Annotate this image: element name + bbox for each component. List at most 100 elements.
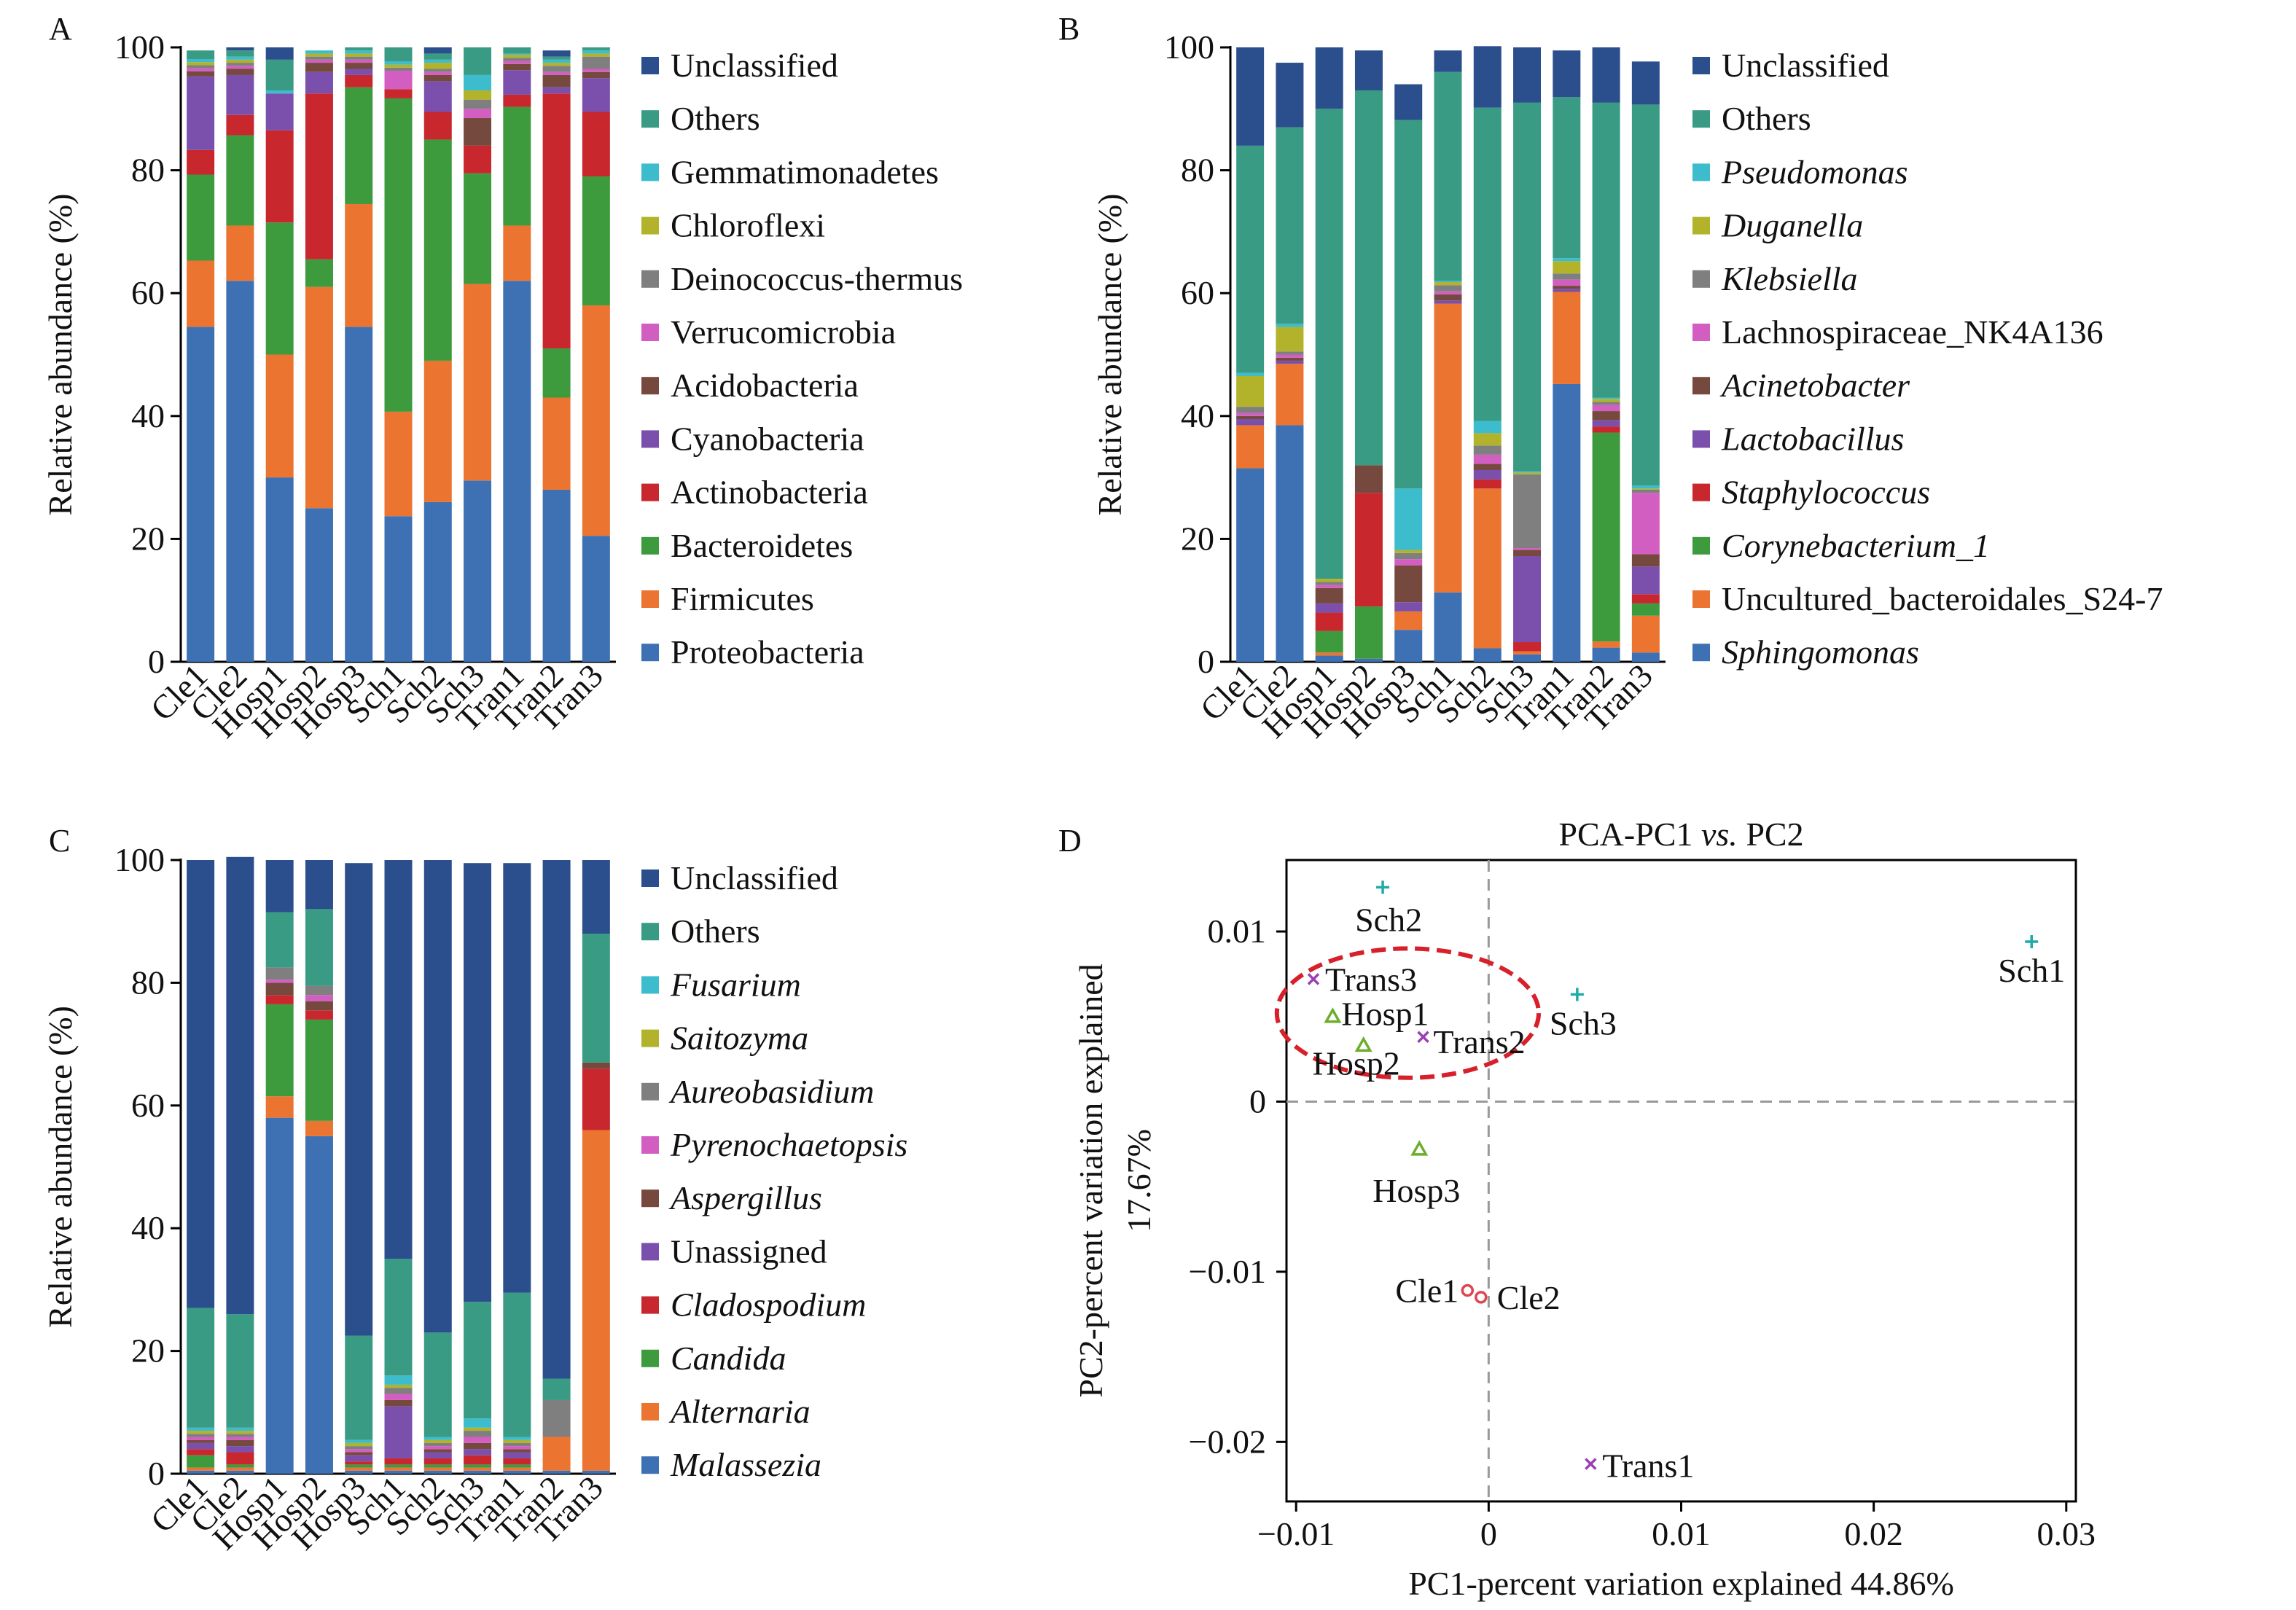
bar-segment-hosp3-verrucomicrobia — [345, 59, 373, 63]
bar-segment-hosp1-actinobacteria — [265, 130, 294, 223]
y-tick-label: 60 — [131, 274, 165, 311]
bar-segment-cle1-chloroflexi — [187, 62, 215, 66]
legend-swatch — [1692, 483, 1710, 501]
bar-segment-sch2-duganella — [1473, 433, 1502, 446]
bar-segment-tran2-corynebacterium-1 — [1592, 432, 1620, 642]
bar-segment-hosp2-verrucomicrobia — [305, 59, 333, 63]
bar-segment-hosp1-others — [265, 912, 294, 968]
bar-segment-hosp3-acinetobacter — [1394, 565, 1423, 603]
bar-segment-cle1-duganella — [1236, 376, 1265, 407]
bar-segment-hosp2-acinetobacter — [1354, 465, 1383, 493]
bar-segment-tran1-aspergillus — [503, 1449, 531, 1453]
bar-segment-tran3-staphylococcus — [1631, 594, 1660, 603]
point-hosp1 — [1324, 1007, 1342, 1023]
legend-label: Lachnospiraceae_NK4A136 — [1722, 313, 2104, 351]
bar-segment-cle2-cladospodium — [226, 1452, 254, 1465]
y-tick-label: 60 — [131, 1087, 165, 1124]
bar-segment-tran2-acidobacteria — [542, 74, 571, 87]
legend-label: Verrucomicrobia — [671, 313, 896, 351]
bar-segment-tran3-sphingomonas — [1631, 652, 1660, 662]
bar-segment-cle1-others — [187, 1308, 215, 1428]
point-label-sch1: Sch1 — [1998, 952, 2065, 989]
point-label-cle1: Cle1 — [1395, 1273, 1459, 1310]
bar-segment-hosp2-others — [305, 909, 333, 986]
bar-segment-sch3-bacteroidetes — [464, 173, 492, 284]
legend-swatch — [641, 324, 659, 341]
bar-segment-hosp1-duganella — [1315, 579, 1343, 582]
bar-segment-hosp1-bacteroidetes — [265, 222, 294, 355]
bar-segment-hosp3-candida — [345, 1464, 373, 1468]
bar-segment-hosp2-pyrenochaetopsis — [305, 995, 333, 1001]
bar-segment-cle2-unclassified — [226, 856, 254, 1315]
point-label-trans3: Trans3 — [1325, 961, 1417, 998]
bar-segment-hosp1-proteobacteria — [265, 477, 294, 662]
legend-swatch — [641, 1243, 659, 1261]
bar-segment-hosp3-aspergillus — [345, 1452, 373, 1455]
legend-label: Actinobacteria — [671, 474, 868, 511]
bar-segment-cle1-unclassified — [187, 860, 215, 1308]
panel-label: C — [49, 823, 70, 859]
marker-stroke — [1585, 1458, 1597, 1470]
bar-segment-sch3-malassezia — [464, 1470, 492, 1474]
bar-segment-cle2-sphingomonas — [1276, 425, 1304, 662]
bar-segment-sch1-aspergillus — [384, 1399, 413, 1407]
legend-label: Firmicutes — [671, 580, 814, 617]
bar-segment-hosp1-unclassified — [265, 860, 294, 913]
bar-segment-cle1-aspergillus — [187, 1439, 215, 1443]
bar-segment-cle1-gemmatimonadetes — [187, 59, 215, 63]
bar-segment-hosp2-candida — [305, 1019, 333, 1121]
bar-segment-cle2-uncultured-bacteroidales-s24-7 — [1276, 364, 1304, 426]
bar-segment-sch1-alternaria — [384, 1467, 413, 1471]
bar-segment-sch2-acidobacteria — [423, 74, 452, 82]
bar-segment-tran1-pseudomonas — [1553, 258, 1581, 262]
bar-segment-hosp2-aureobasidium — [305, 985, 333, 996]
bar-segment-hosp3-uncultured-bacteroidales-s24-7 — [1394, 611, 1423, 630]
bar-segment-tran2-chloroflexi — [542, 63, 571, 66]
bar-segment-sch1-chloroflexi — [384, 64, 413, 68]
legend-label: Others — [671, 100, 760, 137]
bar-segment-sch3-unassigned — [464, 1449, 492, 1455]
bar-segment-sch3-gemmatimonadetes — [464, 74, 492, 91]
bar-segment-tran3-deinococcus-thermus — [582, 56, 610, 69]
y-tick-label: 100 — [1164, 28, 1214, 66]
bar-segment-cle1-unassigned — [187, 1442, 215, 1450]
legend-label: Gemmatimonadetes — [671, 153, 939, 190]
bar-segment-hosp3-lachnospiraceae-nk4a136 — [1394, 559, 1423, 566]
bar-segment-sch3-firmicutes — [464, 284, 492, 481]
bar-segment-sch2-sphingomonas — [1473, 648, 1502, 662]
bar-segment-sch2-unclassified — [1473, 46, 1502, 108]
y-tick-label: −0.02 — [1189, 1423, 1266, 1460]
bar-segment-cle2-unclassified — [226, 47, 254, 51]
x-tick-label: 0 — [1480, 1515, 1497, 1552]
bar-segment-tran3-others — [582, 47, 610, 51]
bar-segment-sch1-unclassified — [1434, 50, 1462, 72]
y-tick-label: 20 — [131, 1332, 165, 1369]
bar-segment-hosp3-aureobasidium — [345, 1446, 373, 1450]
point-label-hosp3: Hosp3 — [1372, 1172, 1460, 1209]
bar-segment-sch3-acidobacteria — [464, 117, 492, 146]
bar-segment-cle1-malassezia — [187, 1470, 215, 1474]
panel-label: B — [1058, 11, 1079, 47]
y-tick-label: 40 — [1181, 397, 1214, 434]
bar-segment-hosp2-deinococcus-thermus — [305, 56, 333, 60]
bar-segment-tran1-pyrenochaetopsis — [503, 1446, 531, 1450]
bar-segment-tran3-pseudomonas — [1631, 485, 1660, 489]
bar-segment-tran3-lachnospiraceae-nk4a136 — [1631, 493, 1660, 555]
bar-segment-sch3-verrucomicrobia — [464, 109, 492, 118]
bar-segment-cle2-acidobacteria — [226, 69, 254, 75]
bar-segment-sch2-unassigned — [423, 1452, 452, 1458]
bar-segment-sch1-unassigned — [384, 1406, 413, 1458]
bar-segment-sch1-lachnospiraceae-nk4a136 — [1434, 291, 1462, 294]
legend: Unclassified Others Pseudomonas Duganella Kl… — [1692, 47, 2163, 671]
bar-segment-hosp3-klebsiella — [1394, 552, 1423, 560]
bar-segment-hosp1-malassezia — [265, 1117, 294, 1474]
bar-segment-cle1-actinobacteria — [187, 149, 215, 175]
y-axis-title: Relative abundance (%) — [42, 1006, 79, 1328]
y-axis-title-percent: 17.67% — [1120, 1129, 1157, 1232]
legend-swatch — [1692, 644, 1710, 662]
bar-segment-hosp1-firmicutes — [265, 354, 294, 478]
bar-segment-cle1-uncultured-bacteroidales-s24-7 — [1236, 425, 1265, 469]
bar-segment-hosp3-others — [1394, 120, 1423, 489]
legend-swatch — [641, 644, 659, 662]
